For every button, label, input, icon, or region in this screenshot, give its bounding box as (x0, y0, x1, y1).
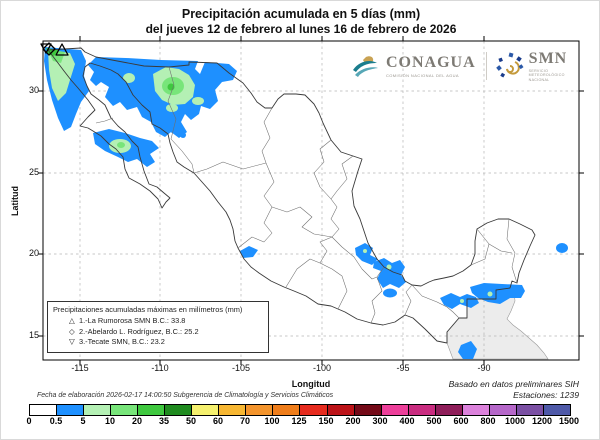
map-frame (38, 36, 584, 365)
stations-count: Estaciones: 1239 (513, 390, 579, 400)
y-axis-tick-label: 25 (28, 167, 39, 177)
legend-item: △ 1.-La Rumorosa SMN B.C.: 33.8 (53, 316, 263, 327)
axis-ticks (38, 36, 584, 365)
colorbar-segment (83, 405, 111, 415)
colorbar-tick-label: 0 (26, 416, 32, 426)
colorbar-segment (245, 405, 273, 415)
legend-title: Precipitaciones acumuladas máximas en mi… (53, 305, 243, 314)
colorbar-segment (218, 405, 246, 415)
colorbar-segment (164, 405, 192, 415)
colorbar-tick-label: 35 (158, 416, 170, 426)
x-axis-tick-label: -115 (71, 363, 89, 373)
colorbar-tick-label: 125 (291, 416, 307, 426)
conagua-logo-text: CONAGUA COMISIÓN NACIONAL DEL AGUA (386, 54, 476, 78)
data-source-note: Basado en datos preliminares SIH (448, 379, 579, 389)
conagua-logo-icon (353, 56, 378, 77)
colorbar-tick-label: 200 (345, 416, 361, 426)
colorbar-tick-label: 20 (131, 416, 143, 426)
station-max-label: 2.-Abelardo L. Rodríguez, B.C.: 25.2 (79, 326, 199, 336)
colorbar-tick-label: 50 (185, 416, 197, 426)
colorbar-segment (110, 405, 138, 415)
state-borders (95, 66, 518, 324)
colorbar-segment (56, 405, 84, 415)
triangle-up-marker (55, 43, 69, 56)
colorbar-segment (326, 405, 354, 415)
x-axis-label: Longitud (291, 379, 331, 389)
station-marker-symbol: ◇ (69, 326, 75, 336)
logo-bar: CONAGUA COMISIÓN NACIONAL DEL AGUA SMN S… (349, 45, 595, 87)
station-marker-symbol: ▽ (69, 337, 75, 346)
smn-wordmark: SMN (528, 49, 568, 67)
smn-logo-icon (495, 52, 524, 78)
legend-items: △ 1.-La Rumorosa SMN B.C.: 33.8 ◇ 2.-Abelar… (53, 316, 263, 348)
colorbar-tick-label: 60 (212, 416, 224, 426)
map-title: Precipitación acumulada en 5 días (mm) (181, 7, 421, 21)
colorbar-tick-label: 5 (80, 416, 86, 426)
colorbar-segment (515, 405, 543, 415)
colorbar-segment (380, 405, 408, 415)
y-axis-tick-label: 15 (28, 330, 39, 340)
colorbar-segment (137, 405, 165, 415)
colorbar-tick-label: 1200 (531, 416, 553, 426)
colorbar-segment (407, 405, 435, 415)
colorbar-tick-label: 600 (453, 416, 469, 426)
colorbar-segment (272, 405, 300, 415)
conagua-wordmark: CONAGUA (386, 54, 476, 71)
colorbar-tick-label: 150 (318, 416, 334, 426)
colorbar-tick-label: 500 (426, 416, 442, 426)
colorbar-segment (542, 405, 570, 415)
colorbar-segment (191, 405, 219, 415)
colorbar-tick-label: 70 (239, 416, 251, 426)
x-axis-tick-label: -95 (396, 363, 410, 373)
x-axis-tick-label: -90 (477, 363, 491, 373)
station-max-label: 3.-Tecate SMN, B.C.: 23.2 (79, 337, 165, 346)
colorbar-tick-label: 1000 (504, 416, 526, 426)
station-max-label: 1.-La Rumorosa SMN B.C.: 33.8 (79, 316, 186, 325)
max-precipitation-legend: Precipitaciones acumuladas máximas en mi… (47, 301, 269, 353)
legend-item: ▽ 3.-Tecate SMN, B.C.: 23.2 (53, 337, 263, 348)
map-subtitle: del jueves 12 de febrero al lunes 16 de … (145, 22, 457, 36)
conagua-tagline: COMISIÓN NACIONAL DEL AGUA (386, 73, 460, 78)
colorbar-tick-label: 100 (264, 416, 280, 426)
y-axis-label: Latitud (10, 186, 20, 216)
smn-tagline: SERVICIO METEOROLÓGICO NACIONAL (528, 68, 565, 82)
station-marker-symbol: △ (69, 316, 75, 325)
colorbar-segment (299, 405, 327, 415)
colorbar-tick-label: 800 (480, 416, 496, 426)
colorbar-tick-label: 10 (104, 416, 116, 426)
colorbar-segment (488, 405, 516, 415)
colorbar-labels: 0 0.5 5 10 20 35 50 60 70 100 125 150 200 300 400 500 60… (26, 416, 579, 428)
logo-separator (485, 52, 487, 80)
y-axis-tick-label: 30 (28, 85, 39, 95)
x-axis-tick-label: -110 (151, 363, 169, 373)
precipitation-colorbar (29, 404, 571, 416)
x-axis-tick-label: -105 (231, 363, 250, 373)
colorbar-segment (461, 405, 489, 415)
x-axis-tick-label: -100 (312, 363, 331, 373)
colorbar-segment (434, 405, 462, 415)
smn-logo-text: SMN SERVICIO METEOROLÓGICO NACIONAL (529, 50, 581, 83)
elaboration-note: Fecha de elaboración 2026-02-17 14:00:50… (37, 392, 334, 399)
legend-item: ◇ 2.-Abelardo L. Rodríguez, B.C.: 25.2 (53, 327, 263, 338)
colorbar-tick-label: 300 (372, 416, 388, 426)
colorbar-segment (353, 405, 381, 415)
colorbar-tick-label: 400 (399, 416, 415, 426)
diamond-marker (42, 42, 56, 56)
colorbar-tick-label: 0.5 (49, 416, 63, 426)
y-axis-tick-label: 20 (28, 248, 39, 258)
colorbar-tick-label: 1500 (558, 416, 580, 426)
colorbar-segment (30, 405, 57, 415)
